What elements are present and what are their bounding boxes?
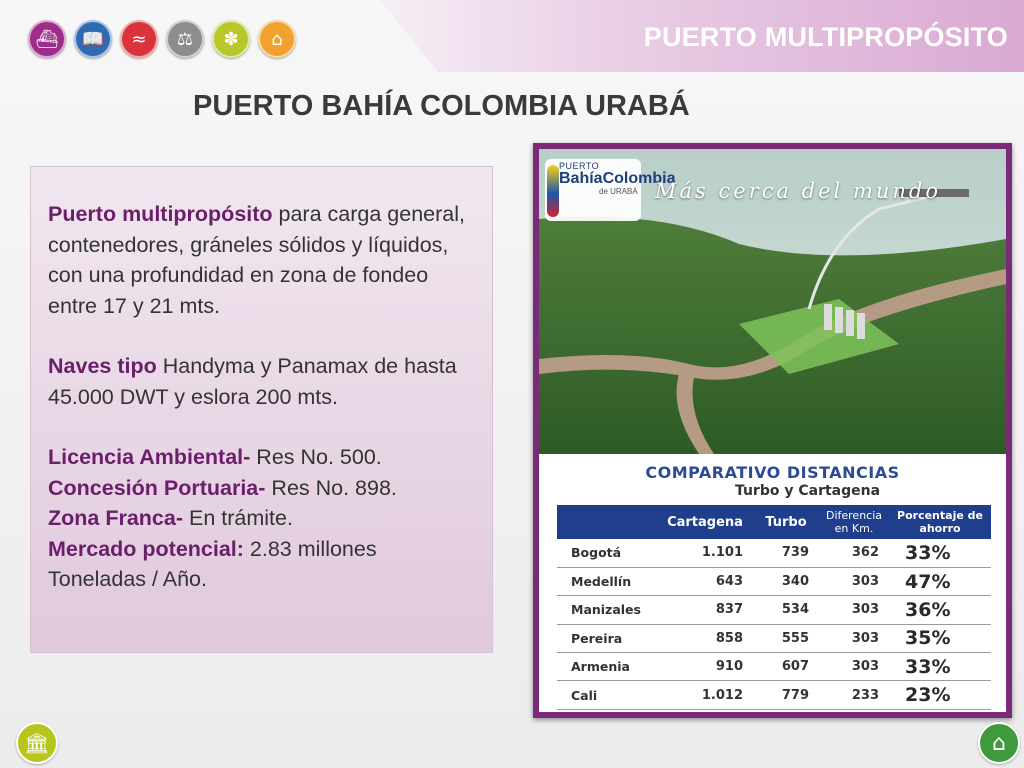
cartagena-cell: 643 [657,567,753,597]
difference-cell: 303 [819,652,889,682]
cartagena-cell: 1.101 [657,539,753,568]
difference-cell: 362 [819,539,889,568]
ship-icon[interactable]: ⛴ [28,20,66,58]
savings-cell: 23% [889,680,991,710]
book-icon[interactable]: 📖 [74,20,112,58]
free-zone-highlight: Zona Franca- [48,506,183,530]
logo-bottom-text: de URABÁ [599,187,638,196]
page-title: PUERTO BAHÍA COLOMBIA URABÁ [193,90,690,122]
header-city [557,505,657,539]
section-title: PUERTO MULTIPROPÓSITO [643,22,1008,52]
city-cell: Pereira [557,624,657,654]
savings-cell: 36% [889,595,991,625]
logo-top-text: PUERTO [559,161,600,171]
header-cartagena: Cartagena [657,505,753,539]
header-turbo: Turbo [753,505,819,539]
description-paragraph: Puerto multipropósito para carga general… [48,199,476,321]
turbo-cell: 340 [753,567,819,597]
vessels-highlight: Naves tipo [48,354,157,378]
turbo-cell: 555 [753,624,819,654]
difference-cell: 303 [819,624,889,654]
vessels-text: Handyma y Panamax de hasta 45.000 DWT y … [48,354,457,409]
table-row: Medellín 643 340 303 47% [557,567,991,597]
city-cell: Armenia [557,652,657,682]
slogan: Más cerca del mundo [655,179,941,203]
hand-building-icon[interactable]: ⌂ [258,20,296,58]
turbo-cell: 779 [753,680,819,710]
savings-cell: 47% [889,567,991,597]
license-line: Licencia Ambiental- Res No. 500. [48,442,476,473]
puerto-bahia-logo: PUERTO BahíaColombia de URABÁ [545,159,676,221]
free-zone-line: Zona Franca- En trámite. [48,503,476,534]
city-cell: Medellín [557,567,657,597]
building-columns-icon[interactable]: 🏛 [16,722,58,764]
concession-line: Concesión Portuaria- Res No. 898. [48,473,476,504]
turbo-cell: 607 [753,652,819,682]
savings-cell: 33% [889,539,991,568]
difference-cell: 233 [819,680,889,710]
header-savings: Porcentaje de ahorro [889,505,991,539]
road-icon[interactable]: ≈ [120,20,158,58]
market-line: Mercado potencial: 2.83 millones Tonelad… [48,534,476,595]
distance-comparison-table: Cartagena Turbo Diferencia en Km. Porcen… [557,505,991,710]
table-row: Pereira 858 555 303 35% [557,624,991,654]
license-highlight: Licencia Ambiental- [48,445,251,469]
top-nav: ⛴ 📖 ≈ ⚖ ✽ ⌂ [28,20,296,58]
comparison-title: COMPARATIVO DISTANCIAS [645,463,900,482]
difference-cell: 303 [819,595,889,625]
port-image-frame: PUERTO BahíaColombia de URABÁ Más cerca … [533,143,1012,718]
city-cell: Bogotá [557,539,657,568]
difference-cell: 303 [819,567,889,597]
table-header-row: Cartagena Turbo Diferencia en Km. Porcen… [557,505,991,539]
table-row: Manizales 837 534 303 36% [557,595,991,625]
market-highlight: Mercado potencial: [48,536,244,561]
header-difference: Diferencia en Km. [819,505,889,539]
city-cell: Cali [557,680,657,710]
savings-cell: 35% [889,624,991,654]
free-zone-text: En trámite. [183,506,293,530]
logo-main-text: BahíaColombia [559,170,676,187]
cartagena-cell: 837 [657,595,753,625]
turbo-cell: 739 [753,539,819,568]
concession-text: Res No. 898. [265,475,397,500]
vessels-paragraph: Naves tipo Handyma y Panamax de hasta 45… [48,351,476,412]
description-text: para carga general, contenedores, gránel… [48,202,465,318]
logo-swoosh-icon [547,165,559,217]
cartagena-cell: 910 [657,652,753,682]
turbo-cell: 534 [753,595,819,625]
cartagena-cell: 858 [657,624,753,654]
city-cell: Manizales [557,595,657,625]
savings-cell: 33% [889,652,991,682]
palm-tree-icon[interactable]: ✽ [212,20,250,58]
port-image: PUERTO BahíaColombia de URABÁ Más cerca … [539,149,1006,712]
home-icon[interactable]: ⌂ [978,722,1020,764]
table-row: Bogotá 1.101 739 362 33% [557,539,991,568]
description-highlight: Puerto multipropósito [48,202,273,226]
table-row: Cali 1.012 779 233 23% [557,680,991,710]
market-text: 2.83 millones Toneladas / Año. [48,536,377,592]
license-text: Res No. 500. [250,445,382,469]
scales-icon[interactable]: ⚖ [166,20,204,58]
info-panel: Puerto multipropósito para carga general… [30,166,493,653]
comparison-subtitle: Turbo y Cartagena [734,483,881,499]
table-row: Armenia 910 607 303 33% [557,652,991,682]
concession-highlight: Concesión Portuaria- [48,475,266,500]
section-banner [380,0,1024,72]
cartagena-cell: 1.012 [657,680,753,710]
